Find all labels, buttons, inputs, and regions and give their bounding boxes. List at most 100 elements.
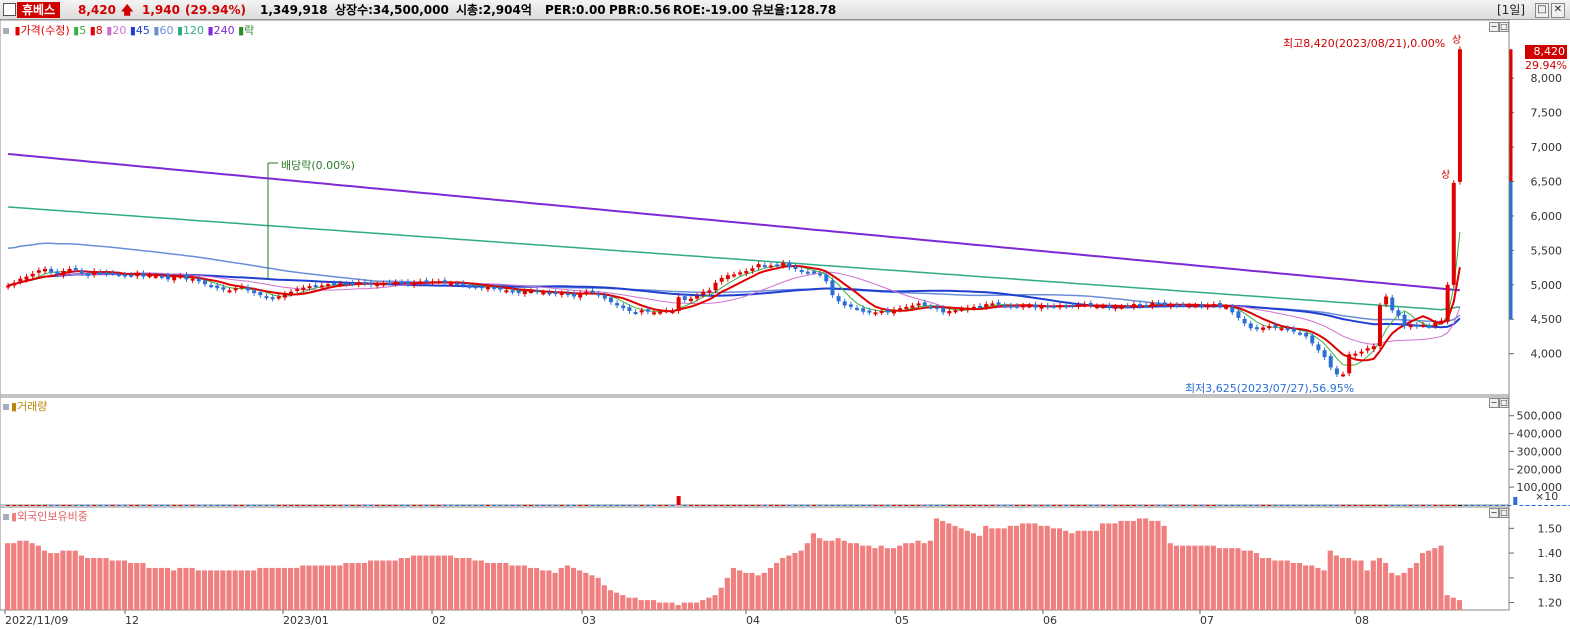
close-icon[interactable]: ✕ <box>1551 3 1565 18</box>
candle-body <box>381 283 386 286</box>
candle-body <box>670 310 675 313</box>
volume-bar <box>1131 504 1136 506</box>
candle-body <box>787 262 792 268</box>
candle-body <box>504 290 509 293</box>
volume-bar <box>818 504 823 506</box>
panel-maximize-icon[interactable]: □ <box>1499 398 1509 408</box>
volume-bar <box>289 504 294 506</box>
legend-ma20[interactable]: 20 <box>112 24 127 37</box>
candle-body <box>762 265 767 268</box>
volume-bar <box>215 504 220 506</box>
legend-ma5[interactable]: 5 <box>79 24 87 37</box>
volume-bar <box>744 504 749 506</box>
date-tick-label: 05 <box>895 614 909 627</box>
volume-bar <box>1051 504 1056 506</box>
candle-body <box>1267 326 1272 329</box>
volume-bar <box>1390 504 1395 506</box>
foreign-bar <box>146 567 152 610</box>
per-value: PER:0.00 <box>545 3 606 17</box>
legend-ma120[interactable]: 120 <box>183 24 205 37</box>
volume-bar <box>1371 504 1376 506</box>
foreign-bar <box>540 570 546 610</box>
high-limit-tag: 상 <box>1452 35 1462 46</box>
foreign-bar <box>1124 520 1130 610</box>
legend-ex-rights[interactable]: 락 <box>244 24 255 37</box>
volume-bar <box>1144 504 1149 506</box>
candle-body <box>1193 305 1198 308</box>
volume-bar <box>485 504 490 506</box>
foreign-bar <box>1456 600 1462 610</box>
volume-bar <box>264 504 269 506</box>
candle-body <box>707 290 712 293</box>
panel-minimize-icon[interactable]: − <box>1489 398 1499 408</box>
foreign-bar <box>195 570 201 610</box>
volume-bar <box>682 504 687 506</box>
volume-bar <box>522 504 527 506</box>
candle-body <box>1248 323 1253 329</box>
volume-bar <box>153 504 158 506</box>
volume-bar <box>799 504 804 506</box>
volume-bar <box>498 504 503 506</box>
maximize-icon[interactable]: □ <box>1535 3 1549 18</box>
foreign-bar <box>1118 520 1124 610</box>
candle-body <box>196 278 201 282</box>
candle-body <box>1347 354 1352 374</box>
stock-name[interactable]: 휴베스 <box>17 2 61 18</box>
candle-body <box>1353 353 1358 356</box>
legend-ma45[interactable]: 45 <box>135 24 150 37</box>
candle-body <box>49 268 54 273</box>
candle-body <box>1224 306 1229 309</box>
candle-body <box>1304 333 1309 337</box>
volume-bar <box>910 504 915 506</box>
candle-body <box>1064 305 1069 308</box>
panel-maximize-icon[interactable]: □ <box>1499 508 1509 518</box>
volume-bar <box>202 504 207 506</box>
volume-bar <box>418 504 423 506</box>
foreign-bar <box>626 597 632 610</box>
foreign-bar <box>607 590 614 610</box>
foreign-bar <box>1044 525 1050 610</box>
legend-ma8[interactable]: 8 <box>95 24 103 37</box>
foreign-bar <box>29 543 35 610</box>
last-price-tag: 8,420 <box>1525 45 1567 59</box>
panel-handle-icon[interactable] <box>3 404 9 410</box>
candle-body <box>485 286 490 290</box>
legend-ma60[interactable]: 60 <box>159 24 174 37</box>
panel-handle-icon[interactable] <box>3 28 9 34</box>
volume-bar <box>381 504 386 506</box>
panel-minimize-icon[interactable]: − <box>1489 508 1499 518</box>
panel-maximize-icon[interactable]: □ <box>1499 22 1509 32</box>
candle-body <box>1181 304 1186 307</box>
volume-bar <box>430 504 435 506</box>
select-checkbox[interactable] <box>3 3 16 16</box>
foreign-bar <box>1186 545 1192 610</box>
candle-body <box>1002 305 1007 308</box>
foreign-bar <box>773 562 780 610</box>
volume-bar <box>159 504 164 506</box>
volume-bar <box>1451 504 1456 506</box>
panel-handle-icon[interactable] <box>3 514 9 520</box>
candle-body <box>1433 322 1438 327</box>
candle-body <box>848 304 853 307</box>
candle-body <box>510 290 515 293</box>
volume-bar <box>1193 504 1198 506</box>
volume-bar <box>504 504 509 506</box>
candle-body <box>1131 304 1136 308</box>
period-selector[interactable]: [1일] <box>1497 3 1526 17</box>
volume-bar <box>971 504 976 506</box>
volume-bar <box>350 504 355 506</box>
legend-ma240[interactable]: 240 <box>213 24 235 37</box>
foreign-bar <box>749 572 755 610</box>
volume-bar <box>1322 504 1327 506</box>
foreign-bar <box>1001 528 1007 610</box>
candle-body <box>129 274 134 277</box>
foreign-bar <box>810 533 817 610</box>
volume-bar <box>1445 504 1450 506</box>
volume-bar <box>1045 504 1050 506</box>
volume-bar <box>1439 504 1444 506</box>
candle-body <box>1408 324 1413 328</box>
volume-bar <box>793 504 798 506</box>
legend-price[interactable]: 가격(수정) <box>20 24 70 37</box>
panel-minimize-icon[interactable]: − <box>1489 22 1499 32</box>
